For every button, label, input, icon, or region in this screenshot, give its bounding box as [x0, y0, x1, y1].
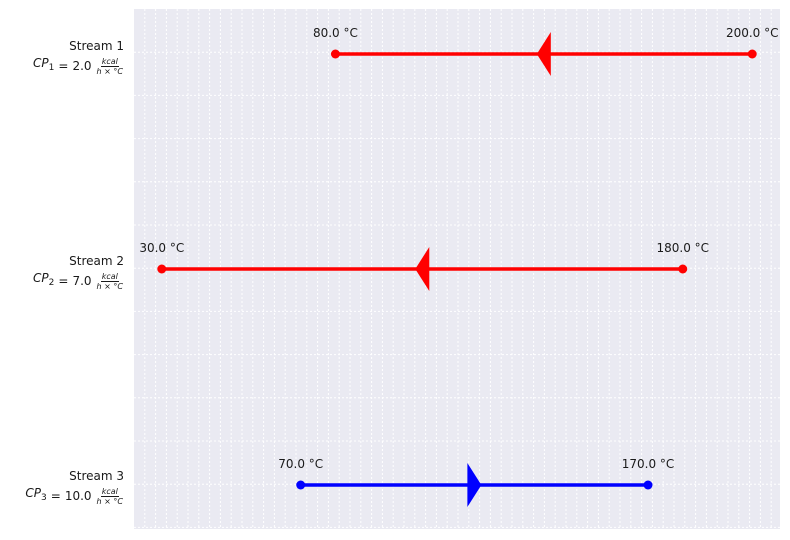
stream-1-end-point — [330, 49, 340, 59]
stream-diagram: 200.0 °C 80.0 °C 180.0 °C 30.0 °C 70.0 °C 170… — [134, 9, 780, 529]
stream-3-start-temp: 70.0 °C — [278, 457, 323, 471]
stream-3-start-point — [296, 480, 306, 490]
stream-1-name: Stream 1 — [69, 39, 124, 53]
stream-1-label: Stream 1 CP1 = 2.0 kcal h × °C — [33, 38, 124, 77]
stream-2: 180.0 °C 30.0 °C — [139, 241, 709, 291]
stream-3-end-temp: 170.0 °C — [622, 457, 675, 471]
stream-3-cp: CP3 = 10.0 kcal h × °C — [25, 486, 123, 506]
stream-3: 70.0 °C 170.0 °C — [278, 457, 674, 507]
stream-1-start-point — [747, 49, 757, 59]
stream-2-name: Stream 2 — [69, 254, 124, 268]
stream-3-end-point — [643, 480, 653, 490]
stream-3-arrow — [467, 463, 482, 507]
stream-3-label: Stream 3 CP3 = 10.0 kcal h × °C — [25, 468, 124, 507]
stream-2-end-temp: 30.0 °C — [139, 241, 184, 255]
stream-1-start-temp: 200.0 °C — [726, 26, 779, 40]
stream-1-arrow — [536, 32, 551, 76]
stream-2-arrow — [415, 247, 430, 291]
stream-2-cp: CP2 = 7.0 kcal h × °C — [33, 271, 123, 291]
stream-2-label: Stream 2 CP2 = 7.0 kcal h × °C — [33, 253, 124, 292]
stream-1-cp: CP1 = 2.0 kcal h × °C — [33, 56, 123, 76]
stream-2-start-point — [678, 264, 688, 274]
stream-2-start-temp: 180.0 °C — [656, 241, 709, 255]
stream-1: 200.0 °C 80.0 °C — [313, 26, 779, 76]
stream-1-end-temp: 80.0 °C — [313, 26, 358, 40]
stream-2-end-point — [157, 264, 167, 274]
stream-3-name: Stream 3 — [69, 469, 124, 483]
plot-area: 200.0 °C 80.0 °C 180.0 °C 30.0 °C 70.0 °C 170… — [134, 9, 780, 529]
